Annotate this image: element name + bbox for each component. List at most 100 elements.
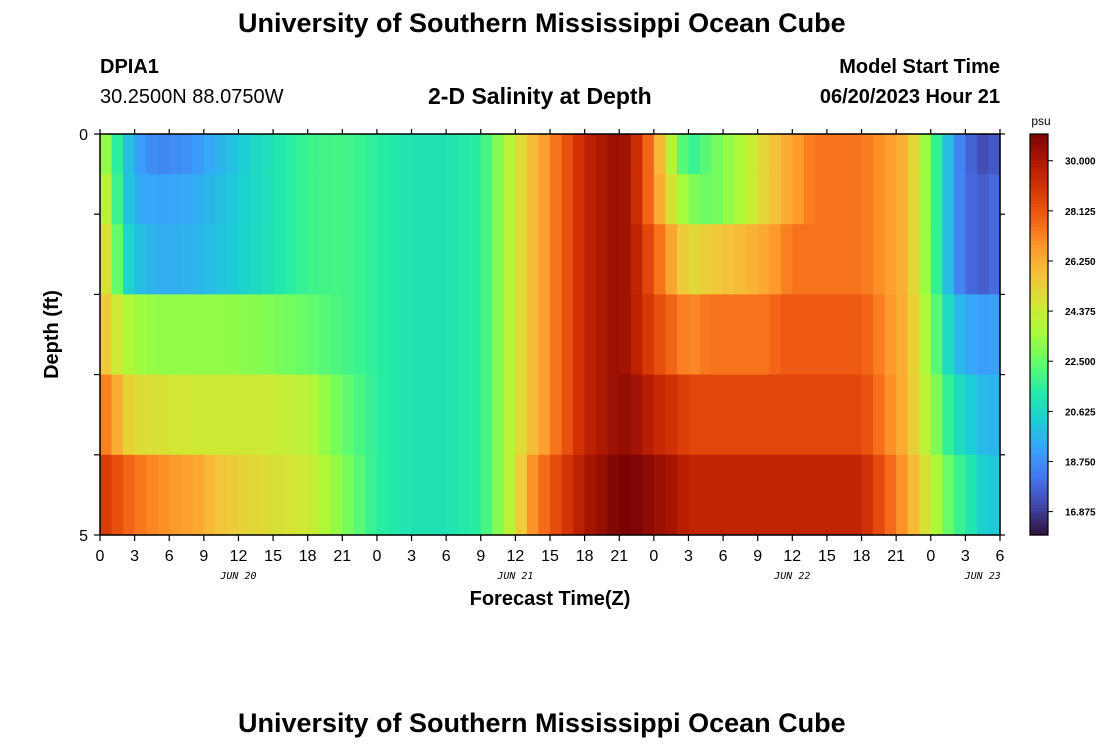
heatmap-cell xyxy=(180,174,193,225)
heatmap-cell xyxy=(480,174,493,225)
heatmap-cell xyxy=(884,224,897,295)
heatmap-cell xyxy=(446,374,459,456)
colorbar-swatch xyxy=(1030,444,1048,449)
x-tick-label: 18 xyxy=(299,548,317,565)
colorbar-swatch xyxy=(1030,220,1048,225)
heatmap-cell xyxy=(688,294,701,375)
heatmap-cell xyxy=(630,224,643,295)
heatmap-cell xyxy=(319,134,332,175)
x-tick-label: 6 xyxy=(996,548,1005,565)
heatmap-cell xyxy=(330,224,343,295)
heatmap-cell xyxy=(803,294,816,375)
heatmap-cell xyxy=(861,224,874,295)
heatmap-cell xyxy=(896,134,909,175)
heatmap-cell xyxy=(434,174,447,225)
heatmap-cell xyxy=(919,224,932,295)
heatmap-cell xyxy=(423,224,436,295)
colorbar-swatch xyxy=(1030,277,1048,282)
heatmap-cell xyxy=(896,294,909,375)
heatmap-cell xyxy=(688,134,701,175)
heatmap-cell xyxy=(215,174,228,225)
heatmap-cell xyxy=(388,174,401,225)
y-tick-label: 0 xyxy=(79,127,88,144)
heatmap-cell xyxy=(653,454,666,536)
heatmap-cell xyxy=(942,174,955,225)
heatmap-cell xyxy=(665,374,678,456)
heatmap-cell xyxy=(803,454,816,536)
heatmap-cell xyxy=(203,374,216,456)
heatmap-cell xyxy=(100,174,113,225)
heatmap-cell xyxy=(965,374,978,456)
heatmap-cell xyxy=(550,224,563,295)
heatmap-cell xyxy=(723,134,736,175)
heatmap-cell xyxy=(526,134,540,175)
heatmap-cell xyxy=(100,454,113,536)
heatmap-cell xyxy=(376,294,390,375)
heatmap-cell xyxy=(723,454,736,536)
heatmap-cell xyxy=(965,454,978,536)
heatmap-cell xyxy=(411,374,424,456)
heatmap-cell xyxy=(203,224,216,295)
colorbar-swatch xyxy=(1030,147,1048,152)
x-tick-label: 15 xyxy=(264,548,282,565)
x-tick-label: 15 xyxy=(818,548,836,565)
colorbar-swatch xyxy=(1030,364,1048,369)
heatmap-cell xyxy=(353,134,366,175)
heatmap-cell xyxy=(538,454,551,536)
heatmap-cell xyxy=(930,134,943,175)
heatmap-cell xyxy=(296,294,309,375)
y-tick-label: 5 xyxy=(79,528,88,545)
heatmap-cell xyxy=(757,454,770,536)
heatmap-cell xyxy=(988,374,1001,456)
heatmap-cell xyxy=(342,174,355,225)
heatmap-cell xyxy=(700,224,713,295)
colorbar-swatch xyxy=(1030,321,1048,326)
heatmap-cell xyxy=(365,174,378,225)
heatmap-cell xyxy=(353,294,366,375)
heatmap-cell xyxy=(365,134,378,175)
x-tick-label: 21 xyxy=(887,548,905,565)
colorbar-swatch xyxy=(1030,508,1048,513)
heatmap-cell xyxy=(434,374,447,456)
heatmap-cell xyxy=(550,454,563,536)
x-tick-label: 3 xyxy=(684,548,693,565)
heatmap-cell xyxy=(653,134,666,175)
colorbar-swatch xyxy=(1030,458,1048,463)
heatmap-cell xyxy=(642,174,655,225)
heatmap-cell xyxy=(515,174,528,225)
station-id: DPIA1 xyxy=(100,56,159,78)
heatmap-cell xyxy=(700,174,713,225)
colorbar-swatch xyxy=(1030,324,1048,329)
heatmap-cell xyxy=(284,224,297,295)
heatmap-cell xyxy=(907,454,920,536)
heatmap-cell xyxy=(803,134,816,175)
colorbar-swatch xyxy=(1030,267,1048,272)
heatmap-cell xyxy=(503,454,516,536)
colorbar-swatch xyxy=(1030,354,1048,359)
heatmap-cell xyxy=(792,294,805,375)
heatmap-cell xyxy=(111,224,124,295)
heatmap-cell xyxy=(584,374,597,456)
heatmap-cell xyxy=(896,224,909,295)
heatmap-cell xyxy=(711,294,724,375)
colorbar-swatch xyxy=(1030,504,1048,509)
colorbar-swatch xyxy=(1030,514,1048,519)
heatmap-cell xyxy=(896,174,909,225)
heatmap-cell xyxy=(515,134,528,175)
heatmap-cell xyxy=(596,294,609,375)
colorbar-swatch xyxy=(1030,494,1048,499)
heatmap-cell xyxy=(953,374,966,456)
colorbar-swatch xyxy=(1030,461,1048,466)
heatmap-cell xyxy=(342,134,355,175)
heatmap-cell xyxy=(469,134,482,175)
colorbar-swatch xyxy=(1030,401,1048,406)
heatmap-cell xyxy=(215,454,228,536)
heatmap-cell xyxy=(988,224,1001,295)
heatmap-cell xyxy=(711,174,724,225)
heatmap-cell xyxy=(838,294,851,375)
colorbar-swatch xyxy=(1030,237,1048,242)
heatmap-cell xyxy=(238,374,251,456)
heatmap-cell xyxy=(976,374,990,456)
x-tick-label: 9 xyxy=(199,548,208,565)
heatmap-cell xyxy=(423,174,436,225)
